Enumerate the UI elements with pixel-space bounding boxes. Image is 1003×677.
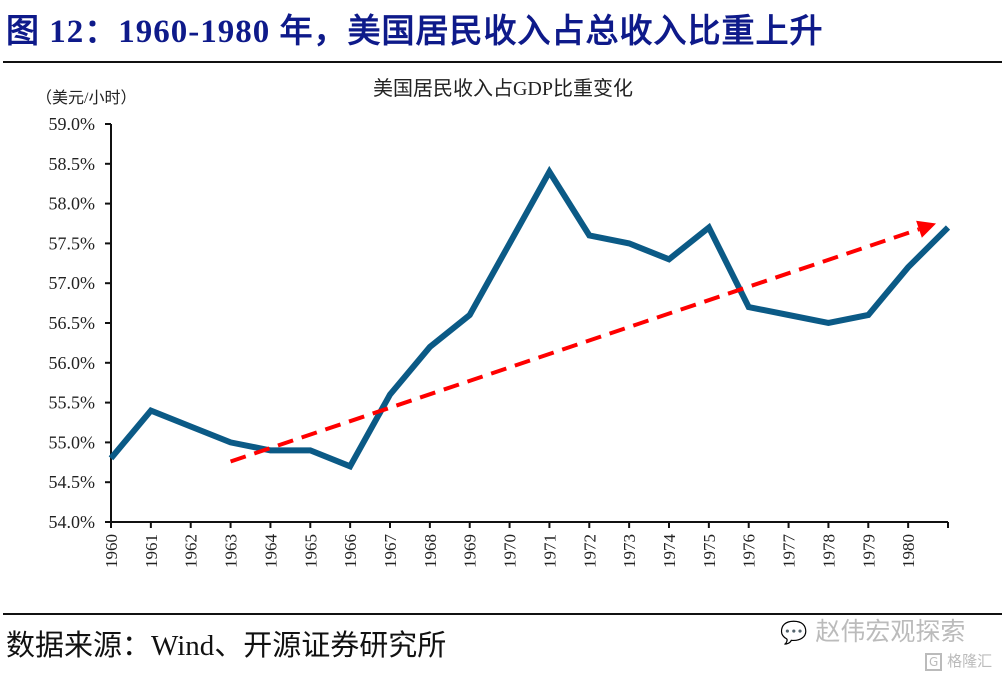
- top-rule: [3, 61, 1002, 63]
- annotation-layer: [229, 220, 937, 464]
- unit-label: （美元/小时）: [36, 89, 136, 107]
- y-tick-label: 55.5%: [49, 393, 96, 413]
- x-tick-label: 1969: [461, 534, 480, 568]
- bottom-rule: [3, 613, 1002, 615]
- x-tick-label: 1974: [660, 534, 679, 569]
- x-tick-label: 1965: [301, 534, 320, 568]
- x-tick-label: 1975: [700, 534, 719, 568]
- watermark: 💬 赵伟宏观探索: [780, 612, 965, 648]
- y-tick-label: 56.0%: [49, 353, 96, 373]
- trend-arrow-line: [229, 227, 920, 464]
- x-tick-label: 1972: [580, 534, 599, 568]
- chart-title: 美国居民收入占GDP比重变化: [373, 77, 633, 100]
- y-axis: 54.0% 54.5% 55.0% 55.5% 56.0% 56.5% 57.0% 57.5%…: [49, 114, 112, 532]
- y-tick-label: 56.5%: [49, 313, 96, 333]
- line-chart: 美国居民收入占GDP比重变化 （美元/小时） 54.0% 54.5% 55.0% 55…: [36, 77, 951, 569]
- x-tick-label: 1971: [540, 534, 559, 568]
- watermark-text: 赵伟宏观探索: [815, 617, 966, 646]
- figure-title: 图 12：1960-1980 年，美国居民收入占总收入比重上升: [6, 14, 824, 50]
- x-tick-label: 1966: [341, 534, 360, 568]
- data-source: 数据来源：Wind、开源证券研究所: [6, 630, 447, 662]
- series-layer: [108, 165, 951, 471]
- y-tick-label: 54.5%: [49, 472, 96, 492]
- x-tick-label: 1963: [222, 534, 241, 568]
- x-tick-label: 1967: [381, 534, 400, 569]
- x-tick-label: 1962: [182, 534, 201, 568]
- watermark-small: G 格隆汇: [925, 650, 992, 671]
- x-tick-label: 1979: [859, 534, 878, 568]
- x-tick-label: 1978: [819, 534, 838, 568]
- watermark-small-text: 格隆汇: [947, 652, 993, 670]
- y-tick-label: 55.0%: [49, 432, 96, 452]
- logo-icon: G: [925, 653, 943, 671]
- y-tick-label: 58.5%: [49, 154, 96, 174]
- series-line: [108, 165, 951, 471]
- x-tick-label: 1961: [142, 534, 161, 568]
- y-tick-label: 57.5%: [49, 233, 96, 253]
- x-tick-label: 1976: [740, 534, 759, 568]
- x-tick-label: 1973: [620, 534, 639, 568]
- x-tick-label: 1970: [501, 534, 520, 568]
- y-tick-label: 59.0%: [49, 114, 96, 134]
- y-tick-label: 58.0%: [49, 194, 96, 214]
- wechat-icon: 💬: [780, 621, 808, 646]
- y-tick-label: 57.0%: [49, 273, 96, 293]
- y-tick-label: 54.0%: [49, 512, 96, 532]
- x-tick-label: 1968: [421, 534, 440, 568]
- x-tick-label: 1960: [102, 534, 121, 568]
- trend-arrow-head: [916, 220, 937, 238]
- x-tick-label: 1977: [780, 534, 799, 569]
- x-tick-label: 1964: [261, 534, 280, 569]
- x-axis: 1960 1961 1962 1963 1964 1965 1966 1967 1968 1969…: [102, 521, 949, 569]
- x-tick-label: 1980: [899, 534, 918, 568]
